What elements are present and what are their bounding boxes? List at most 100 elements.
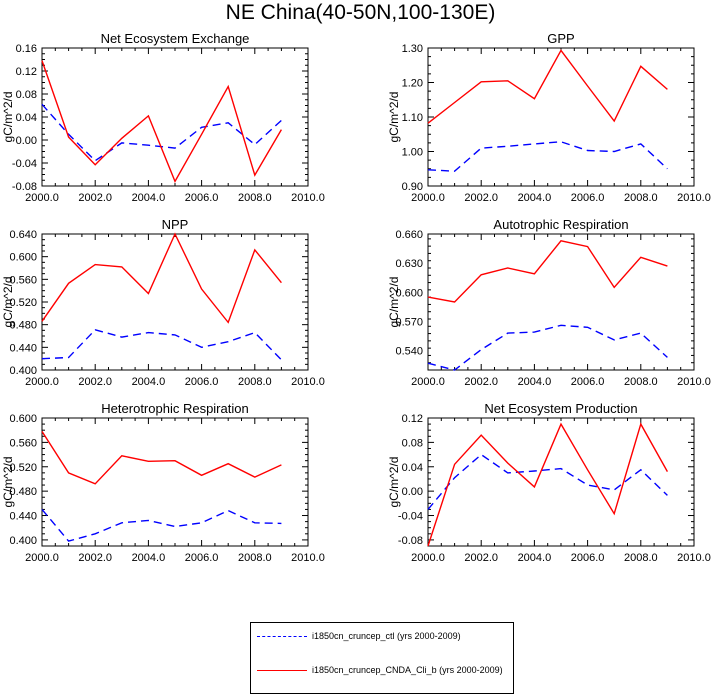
panel-title: Net Ecosystem Exchange bbox=[101, 31, 250, 46]
y-tick-label: 0.630 bbox=[395, 258, 423, 270]
y-tick-label: 0.440 bbox=[9, 342, 37, 354]
panel-title: GPP bbox=[547, 31, 574, 46]
x-tick-label: 2010.0 bbox=[291, 376, 325, 388]
y-axis-label: gC/m^2/d bbox=[387, 92, 401, 143]
x-tick-label: 2006.0 bbox=[185, 376, 219, 388]
y-tick-label: 0.400 bbox=[9, 365, 37, 377]
series-line-cnda bbox=[427, 49, 668, 124]
y-tick-label: 0.12 bbox=[402, 413, 423, 425]
figure-title: NE China(40-50N,100-130E) bbox=[225, 1, 496, 24]
y-tick-label: 0.480 bbox=[9, 320, 37, 332]
x-tick-label: 2002.0 bbox=[78, 376, 112, 388]
series-line-ctl bbox=[41, 508, 282, 542]
x-tick-label: 2004.0 bbox=[132, 552, 166, 564]
y-tick-label: 0.00 bbox=[402, 486, 423, 498]
y-tick-label: 0.00 bbox=[16, 135, 37, 147]
y-tick-label: -0.08 bbox=[398, 535, 423, 547]
y-tick-label: -0.08 bbox=[12, 181, 37, 193]
y-axis-label: gC/m^2/d bbox=[1, 457, 15, 508]
x-tick-label: 2010.0 bbox=[291, 192, 325, 204]
panel-title: Net Ecosystem Production bbox=[484, 401, 637, 416]
panel-gpp: GPP gC/m^2/d 2000.0 2002.0 2004.0 2006.0 2008.… bbox=[387, 31, 711, 204]
y-tick-label: 0.520 bbox=[9, 462, 37, 474]
y-tick-label: 0.08 bbox=[16, 89, 37, 101]
panel-npp: NPP gC/m^2/d 2000.0 2002.0 2004.0 2006.0 2008.… bbox=[1, 217, 325, 388]
x-tick-label: 2004.0 bbox=[518, 552, 552, 564]
y-tick-label: 0.600 bbox=[395, 287, 423, 299]
y-tick-label: 1.20 bbox=[402, 78, 423, 90]
x-tick-label: 2002.0 bbox=[78, 552, 112, 564]
y-tick-label: 0.660 bbox=[395, 229, 423, 241]
x-tick-label: 2004.0 bbox=[518, 192, 552, 204]
y-tick-label: 0.480 bbox=[9, 486, 37, 498]
x-tick-label: 2000.0 bbox=[411, 376, 445, 388]
legend-label-ctl: i1850cn_cruncep_ctl (yrs 2000-2009) bbox=[312, 631, 461, 641]
y-tick-label: 0.600 bbox=[9, 252, 37, 264]
y-axis-label: gC/m^2/d bbox=[387, 277, 401, 328]
x-tick-label: 2006.0 bbox=[571, 552, 605, 564]
series-line-ctl bbox=[427, 141, 668, 172]
x-tick-label: 2008.0 bbox=[624, 192, 658, 204]
x-tick-label: 2002.0 bbox=[464, 376, 498, 388]
x-tick-label: 2010.0 bbox=[291, 552, 325, 564]
x-tick-label: 2008.0 bbox=[238, 192, 272, 204]
x-tick-label: 2002.0 bbox=[464, 192, 498, 204]
figure-panels: Net Ecosystem Exchange gC/m^2/d 2000.0 2002… bbox=[1, 31, 711, 564]
panel-heterotrophic-respiration: Heterotrophic Respiration gC/m^2/d 2000.0 2… bbox=[1, 401, 325, 564]
x-tick-label: 2008.0 bbox=[238, 376, 272, 388]
y-tick-label: 0.640 bbox=[9, 229, 37, 241]
x-tick-label: 2008.0 bbox=[238, 552, 272, 564]
x-tick-label: 2004.0 bbox=[132, 376, 166, 388]
series-line-ctl bbox=[41, 103, 282, 162]
series-line-cnda bbox=[427, 422, 669, 547]
x-tick-label: 2010.0 bbox=[677, 192, 711, 204]
y-tick-label: 0.04 bbox=[16, 112, 37, 124]
panel-net-ecosystem-exchange: Net Ecosystem Exchange gC/m^2/d 2000.0 2002… bbox=[1, 31, 325, 204]
series-line-cnda bbox=[41, 232, 282, 324]
x-tick-label: 2008.0 bbox=[624, 376, 658, 388]
x-tick-label: 2000.0 bbox=[411, 192, 445, 204]
y-tick-label: 0.560 bbox=[9, 274, 37, 286]
y-axis-label: gC/m^2/d bbox=[1, 92, 15, 143]
legend-item-ctl: i1850cn_cruncep_ctl (yrs 2000-2009) bbox=[251, 627, 513, 647]
x-tick-label: 2010.0 bbox=[677, 552, 711, 564]
series-line-ctl bbox=[427, 453, 668, 510]
legend-label-cnda: i1850cn_cruncep_CNDA_Cli_b (yrs 2000-200… bbox=[312, 665, 503, 675]
legend: i1850cn_cruncep_ctl (yrs 2000-2009) i185… bbox=[250, 622, 514, 694]
x-tick-label: 2006.0 bbox=[185, 192, 219, 204]
y-tick-label: 0.600 bbox=[9, 413, 37, 425]
y-tick-label: 0.04 bbox=[402, 462, 423, 474]
series-line-cnda bbox=[41, 60, 283, 184]
panel-autotrophic-respiration: Autotrophic Respiration gC/m^2/d 2000.0 200… bbox=[387, 217, 711, 388]
y-tick-label: 1.30 bbox=[402, 43, 423, 55]
x-tick-label: 2006.0 bbox=[571, 376, 605, 388]
x-tick-label: 2000.0 bbox=[25, 376, 59, 388]
y-tick-label: 0.400 bbox=[9, 535, 37, 547]
y-tick-label: -0.04 bbox=[398, 511, 423, 523]
y-tick-label: 0.540 bbox=[395, 346, 423, 358]
plot-frame bbox=[427, 233, 695, 371]
plot-frame bbox=[41, 233, 309, 371]
x-tick-label: 2006.0 bbox=[185, 552, 219, 564]
legend-item-cnda: i1850cn_cruncep_CNDA_Cli_b (yrs 2000-200… bbox=[251, 661, 513, 681]
y-tick-label: 1.10 bbox=[402, 112, 423, 124]
x-tick-label: 2002.0 bbox=[78, 192, 112, 204]
x-tick-label: 2006.0 bbox=[571, 192, 605, 204]
panel-net-ecosystem-production: Net Ecosystem Production gC/m^2/d 2000.0 20… bbox=[387, 401, 711, 564]
y-tick-label: 0.16 bbox=[16, 43, 37, 55]
y-axis-label: gC/m^2/d bbox=[1, 277, 15, 328]
y-tick-label: 0.90 bbox=[402, 181, 423, 193]
legend-swatch-ctl bbox=[257, 636, 307, 637]
y-axis-label: gC/m^2/d bbox=[387, 457, 401, 508]
y-tick-label: 0.560 bbox=[9, 437, 37, 449]
series-line-cnda bbox=[427, 240, 668, 303]
y-tick-label: 0.08 bbox=[402, 437, 423, 449]
y-tick-label: 0.12 bbox=[16, 66, 37, 78]
x-tick-label: 2004.0 bbox=[518, 376, 552, 388]
panel-title: Heterotrophic Respiration bbox=[101, 401, 248, 416]
y-tick-label: 0.520 bbox=[9, 297, 37, 309]
x-tick-label: 2008.0 bbox=[624, 552, 658, 564]
x-tick-label: 2000.0 bbox=[25, 192, 59, 204]
y-tick-label: -0.04 bbox=[12, 158, 37, 170]
y-tick-label: 1.00 bbox=[402, 147, 423, 159]
